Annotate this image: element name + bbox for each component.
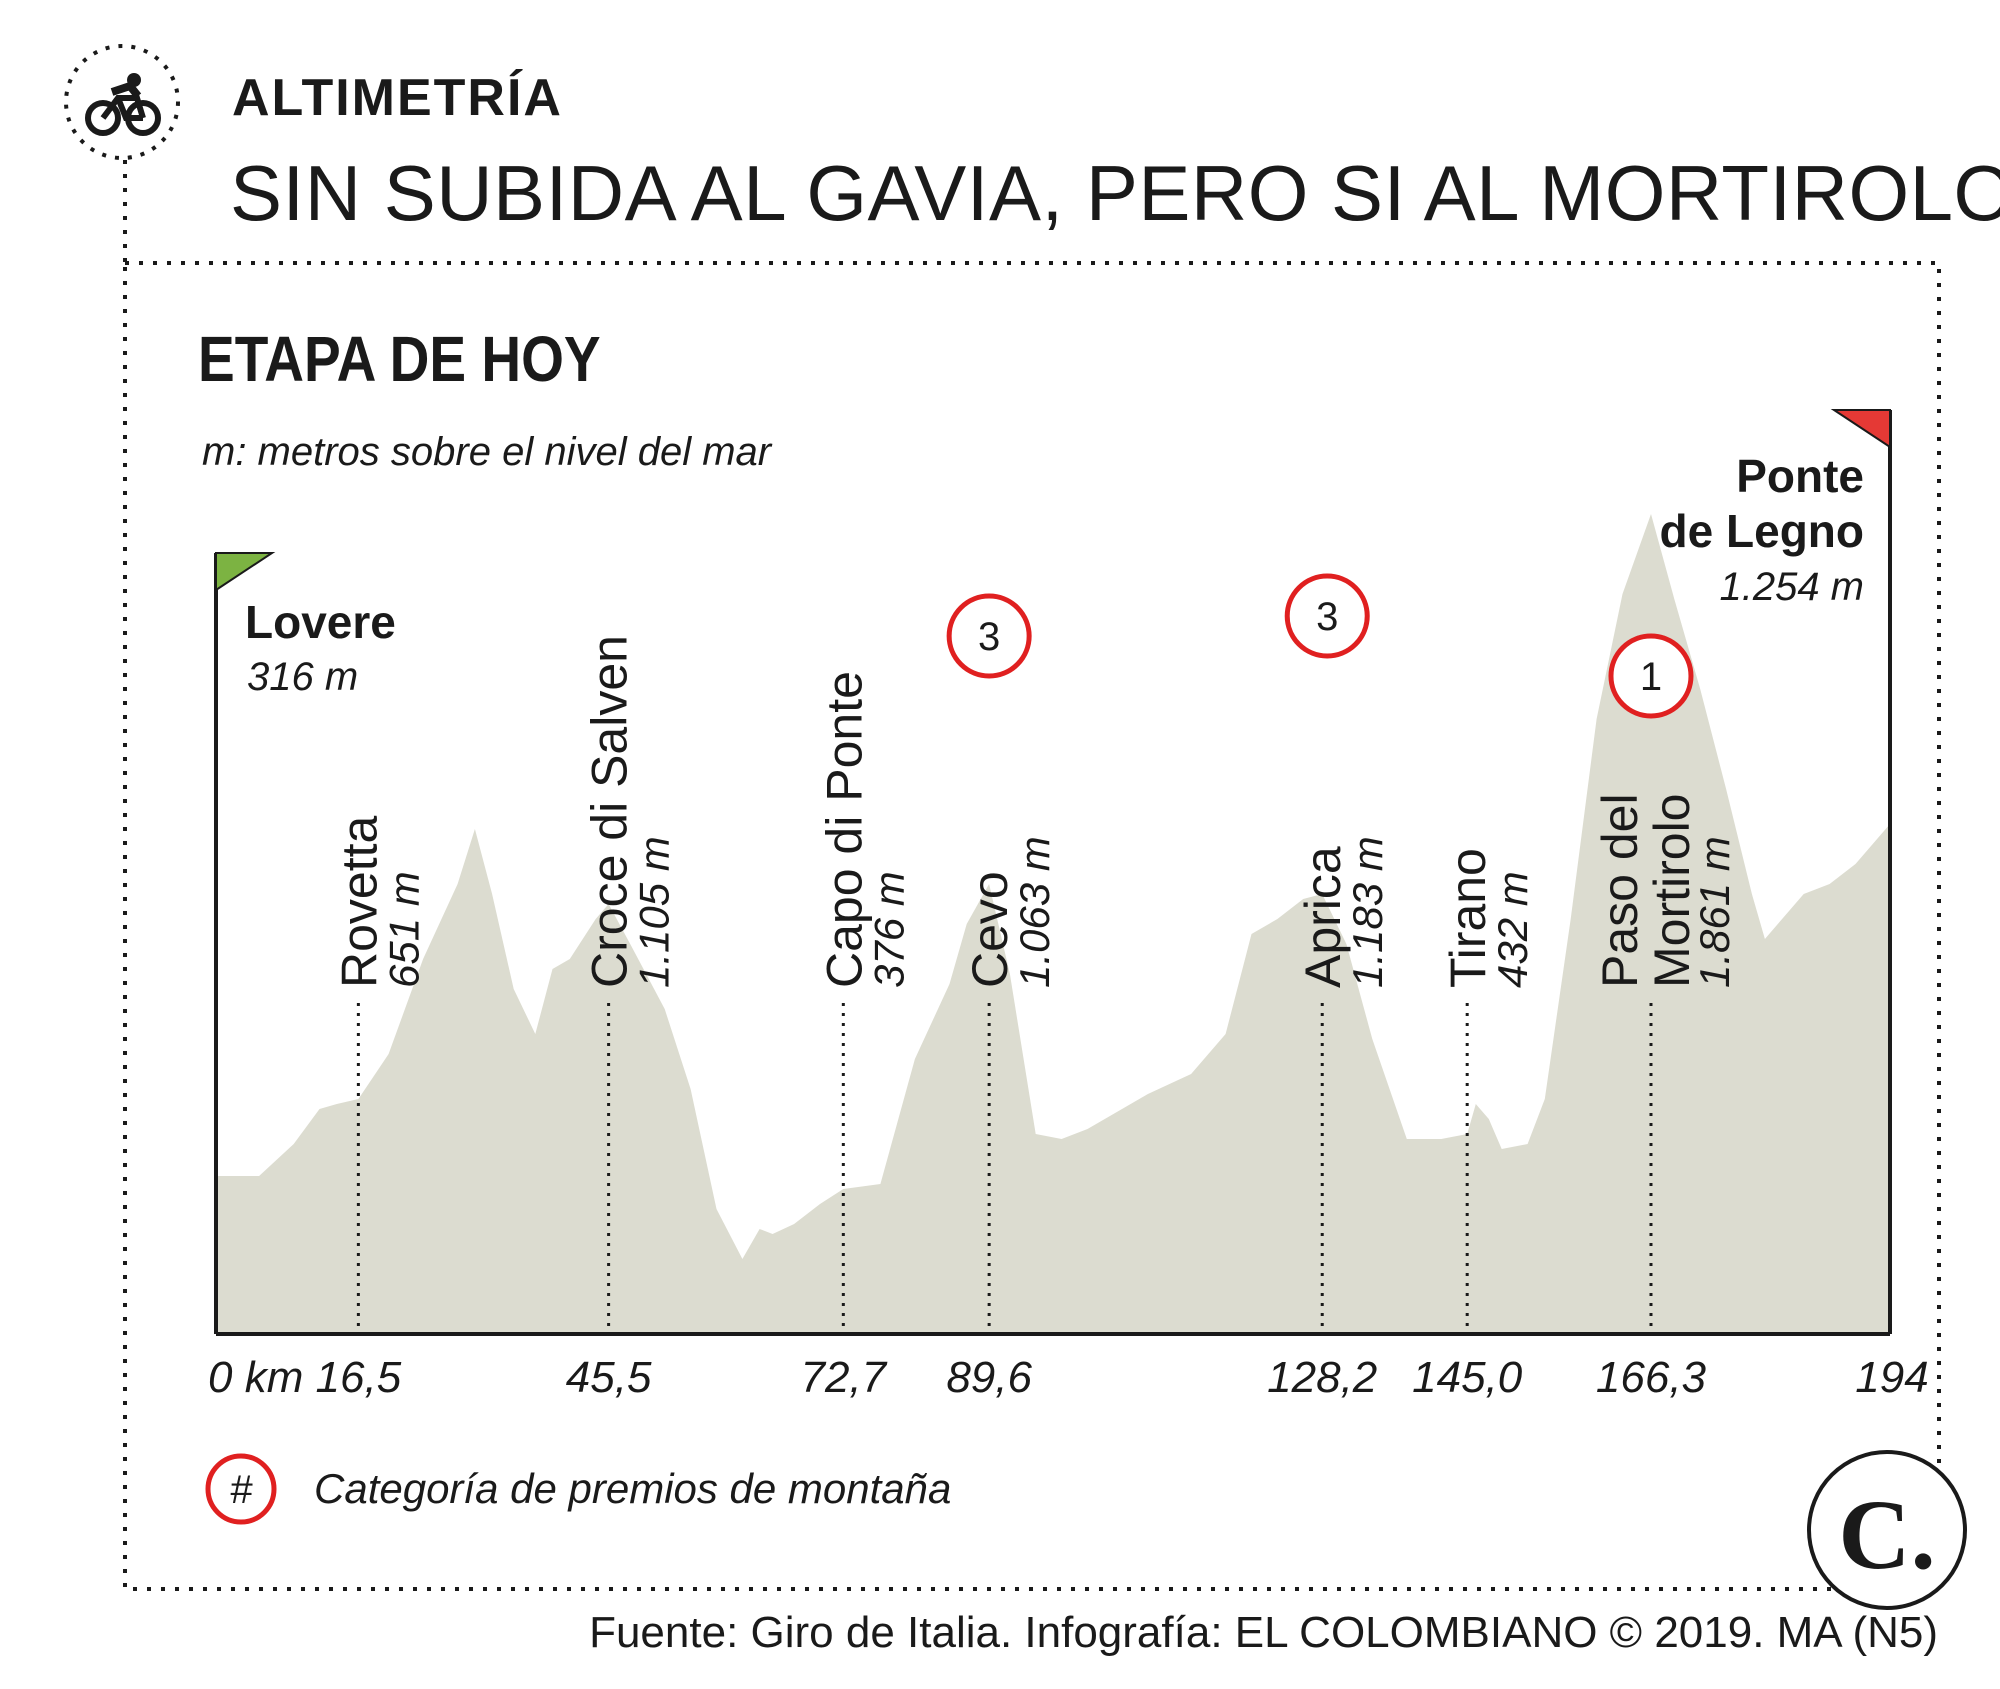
waypoint-elevation: 1.105 m (631, 836, 678, 988)
x-tick-label: 166,3 (1596, 1353, 1707, 1402)
footer-source: Fuente: Giro de Italia. Infografía: EL C… (589, 1608, 1938, 1657)
category-ring (1284, 573, 1370, 659)
finish-name-line1: Ponte (1736, 450, 1864, 502)
start-flag (215, 552, 276, 592)
x-tick-labels: 16,5 45,5 72,7 89,6 128,2 145,0 166,3 0 km 194 (208, 1353, 1929, 1402)
waypoint-elevation: 1.063 m (1011, 836, 1058, 988)
waypoint-name: Paso del (1592, 793, 1648, 988)
category-ring (1608, 633, 1694, 719)
start-elevation: 316 m (247, 655, 358, 699)
waypoint-elevation: 1.861 m (1691, 836, 1738, 988)
category-ring (946, 593, 1032, 679)
finish-flag (1830, 409, 1891, 449)
waypoint-elevation: 651 m (380, 871, 427, 988)
x-tick-label: 128,2 (1267, 1353, 1377, 1402)
x-tick-label: 194 (1855, 1353, 1928, 1402)
dotted-frame (123, 261, 1941, 1591)
waypoint-name: Aprica (1295, 846, 1351, 988)
stage-title: ETAPA DE HOY (198, 323, 601, 395)
x-tick-label: 72,7 (800, 1353, 887, 1402)
header-title: SIN SUBIDA AL GAVIA, PERO SI AL MORTIROL… (230, 149, 2000, 237)
waypoint-elevation: 432 m (1489, 871, 1536, 988)
elevation-area (216, 514, 1890, 1334)
x-tick-label: 145,0 (1412, 1353, 1523, 1402)
legend-category-ring (205, 1453, 277, 1525)
legend-text: Categoría de premios de montaña (314, 1465, 951, 1512)
waypoint-name: Mortirolo (1644, 794, 1700, 988)
start-name: Lovere (245, 596, 396, 648)
waypoint-name: Croce di Salven (582, 635, 638, 988)
logo-letter: C. (1838, 1479, 1935, 1590)
x-tick-label: 89,6 (946, 1353, 1032, 1402)
waypoint-elevation: 376 m (865, 871, 912, 988)
finish-name-line2: de Legno (1660, 505, 1864, 557)
waypoint-elevation: 1.183 m (1344, 836, 1391, 988)
el-colombiano-logo: C. (1807, 1450, 1967, 1610)
x-tick-label: 16,5 (316, 1353, 402, 1402)
waypoint-name: Capo di Ponte (816, 671, 872, 988)
header-kicker: ALTIMETRÍA (232, 69, 563, 127)
category-number: 3 (978, 615, 1000, 659)
finish-elevation: 1.254 m (1719, 565, 1864, 609)
x-tick-label: 45,5 (566, 1353, 652, 1402)
waypoint-name: Cevo (962, 871, 1018, 988)
profile-group (216, 514, 1890, 1334)
legend-symbol: # (230, 1468, 253, 1512)
units-note: m: metros sobre el nivel del mar (202, 430, 772, 474)
waypoint-name: Rovetta (331, 815, 387, 988)
category-number: 1 (1640, 655, 1662, 699)
category-number: 3 (1316, 595, 1338, 639)
waypoint-name: Tirano (1440, 848, 1496, 988)
cyclist-icon (85, 73, 161, 136)
x-tick-label: 0 km (208, 1353, 303, 1402)
